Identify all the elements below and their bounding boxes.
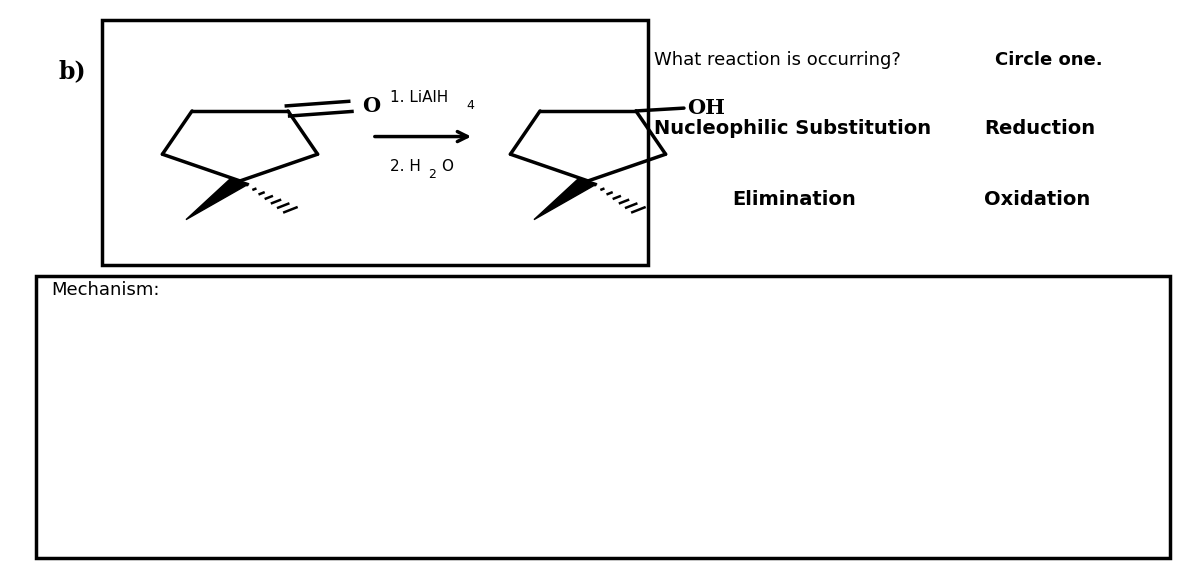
Text: OH: OH	[688, 98, 726, 118]
Text: Reduction: Reduction	[984, 118, 1096, 138]
Text: Nucleophilic Substitution: Nucleophilic Substitution	[654, 118, 931, 138]
Text: 2. H: 2. H	[390, 159, 421, 174]
Text: What reaction is occurring?: What reaction is occurring?	[654, 51, 907, 69]
Text: 4: 4	[467, 99, 475, 112]
Text: 2: 2	[428, 167, 437, 180]
Text: b): b)	[58, 59, 86, 83]
Text: Elimination: Elimination	[732, 189, 856, 209]
Bar	[36, 276, 1170, 558]
Polygon shape	[534, 178, 598, 220]
Text: O: O	[362, 96, 380, 117]
Bar	[102, 20, 648, 265]
Text: 1. LiAlH: 1. LiAlH	[390, 90, 449, 105]
Text: Oxidation: Oxidation	[984, 189, 1091, 209]
Text: Circle one.: Circle one.	[995, 51, 1103, 69]
Text: Mechanism:: Mechanism:	[52, 281, 160, 299]
Text: O: O	[442, 159, 454, 174]
Polygon shape	[186, 178, 250, 220]
